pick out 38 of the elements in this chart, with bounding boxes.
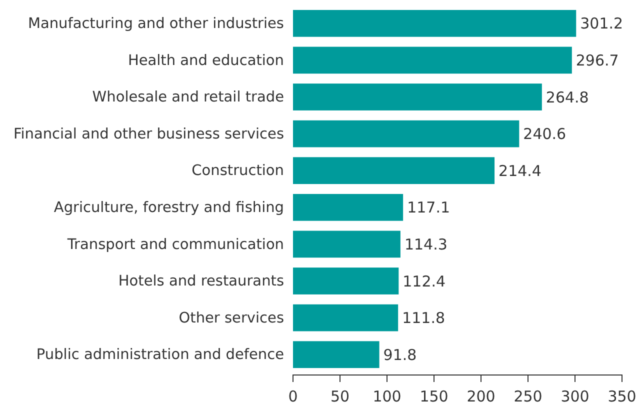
bar (293, 268, 399, 294)
data-label: 111.8 (402, 309, 446, 328)
data-label: 91.8 (383, 346, 417, 364)
data-label: 112.4 (402, 272, 446, 290)
x-tick-label: 50 (330, 388, 350, 406)
x-tick-label: 200 (466, 388, 496, 406)
data-label: 114.3 (404, 235, 448, 254)
bar (293, 46, 572, 74)
bar (293, 194, 404, 221)
x-tick-label: 150 (420, 388, 448, 406)
data-label: 214.4 (498, 162, 542, 180)
data-label: 264.8 (546, 88, 589, 106)
y-tick-label: Hotels and restaurants (118, 274, 284, 290)
y-tick-label: Wholesale and retail trade (92, 90, 284, 106)
bar (293, 84, 542, 110)
x-tick-label: 350 (608, 388, 636, 406)
bar (293, 341, 380, 368)
bar (293, 304, 398, 332)
x-tick-label: 300 (560, 388, 590, 406)
y-tick-label: Agriculture, forestry and fishing (54, 200, 284, 216)
y-tick-label: Public administration and defence (36, 347, 284, 364)
y-tick-label: Transport and communication (66, 236, 284, 253)
y-tick-label: Financial and other business services (13, 126, 284, 142)
bar (293, 230, 400, 258)
data-label: 117.1 (407, 198, 450, 217)
data-label: 240.6 (523, 125, 566, 144)
data-label: 301.2 (580, 14, 624, 33)
y-tick-label: Health and education (128, 52, 284, 69)
x-tick-label: 250 (514, 388, 542, 406)
x-tick-label: 0 (288, 388, 298, 406)
data-label: 296.7 (576, 51, 619, 70)
y-tick-label: Construction (192, 163, 284, 180)
bar (293, 10, 576, 37)
x-tick-label: 100 (372, 388, 402, 406)
bar (293, 120, 520, 148)
y-tick-label: Manufacturing and other industries (28, 16, 284, 32)
y-tick-label: Other services (178, 310, 284, 326)
bar (293, 157, 495, 184)
